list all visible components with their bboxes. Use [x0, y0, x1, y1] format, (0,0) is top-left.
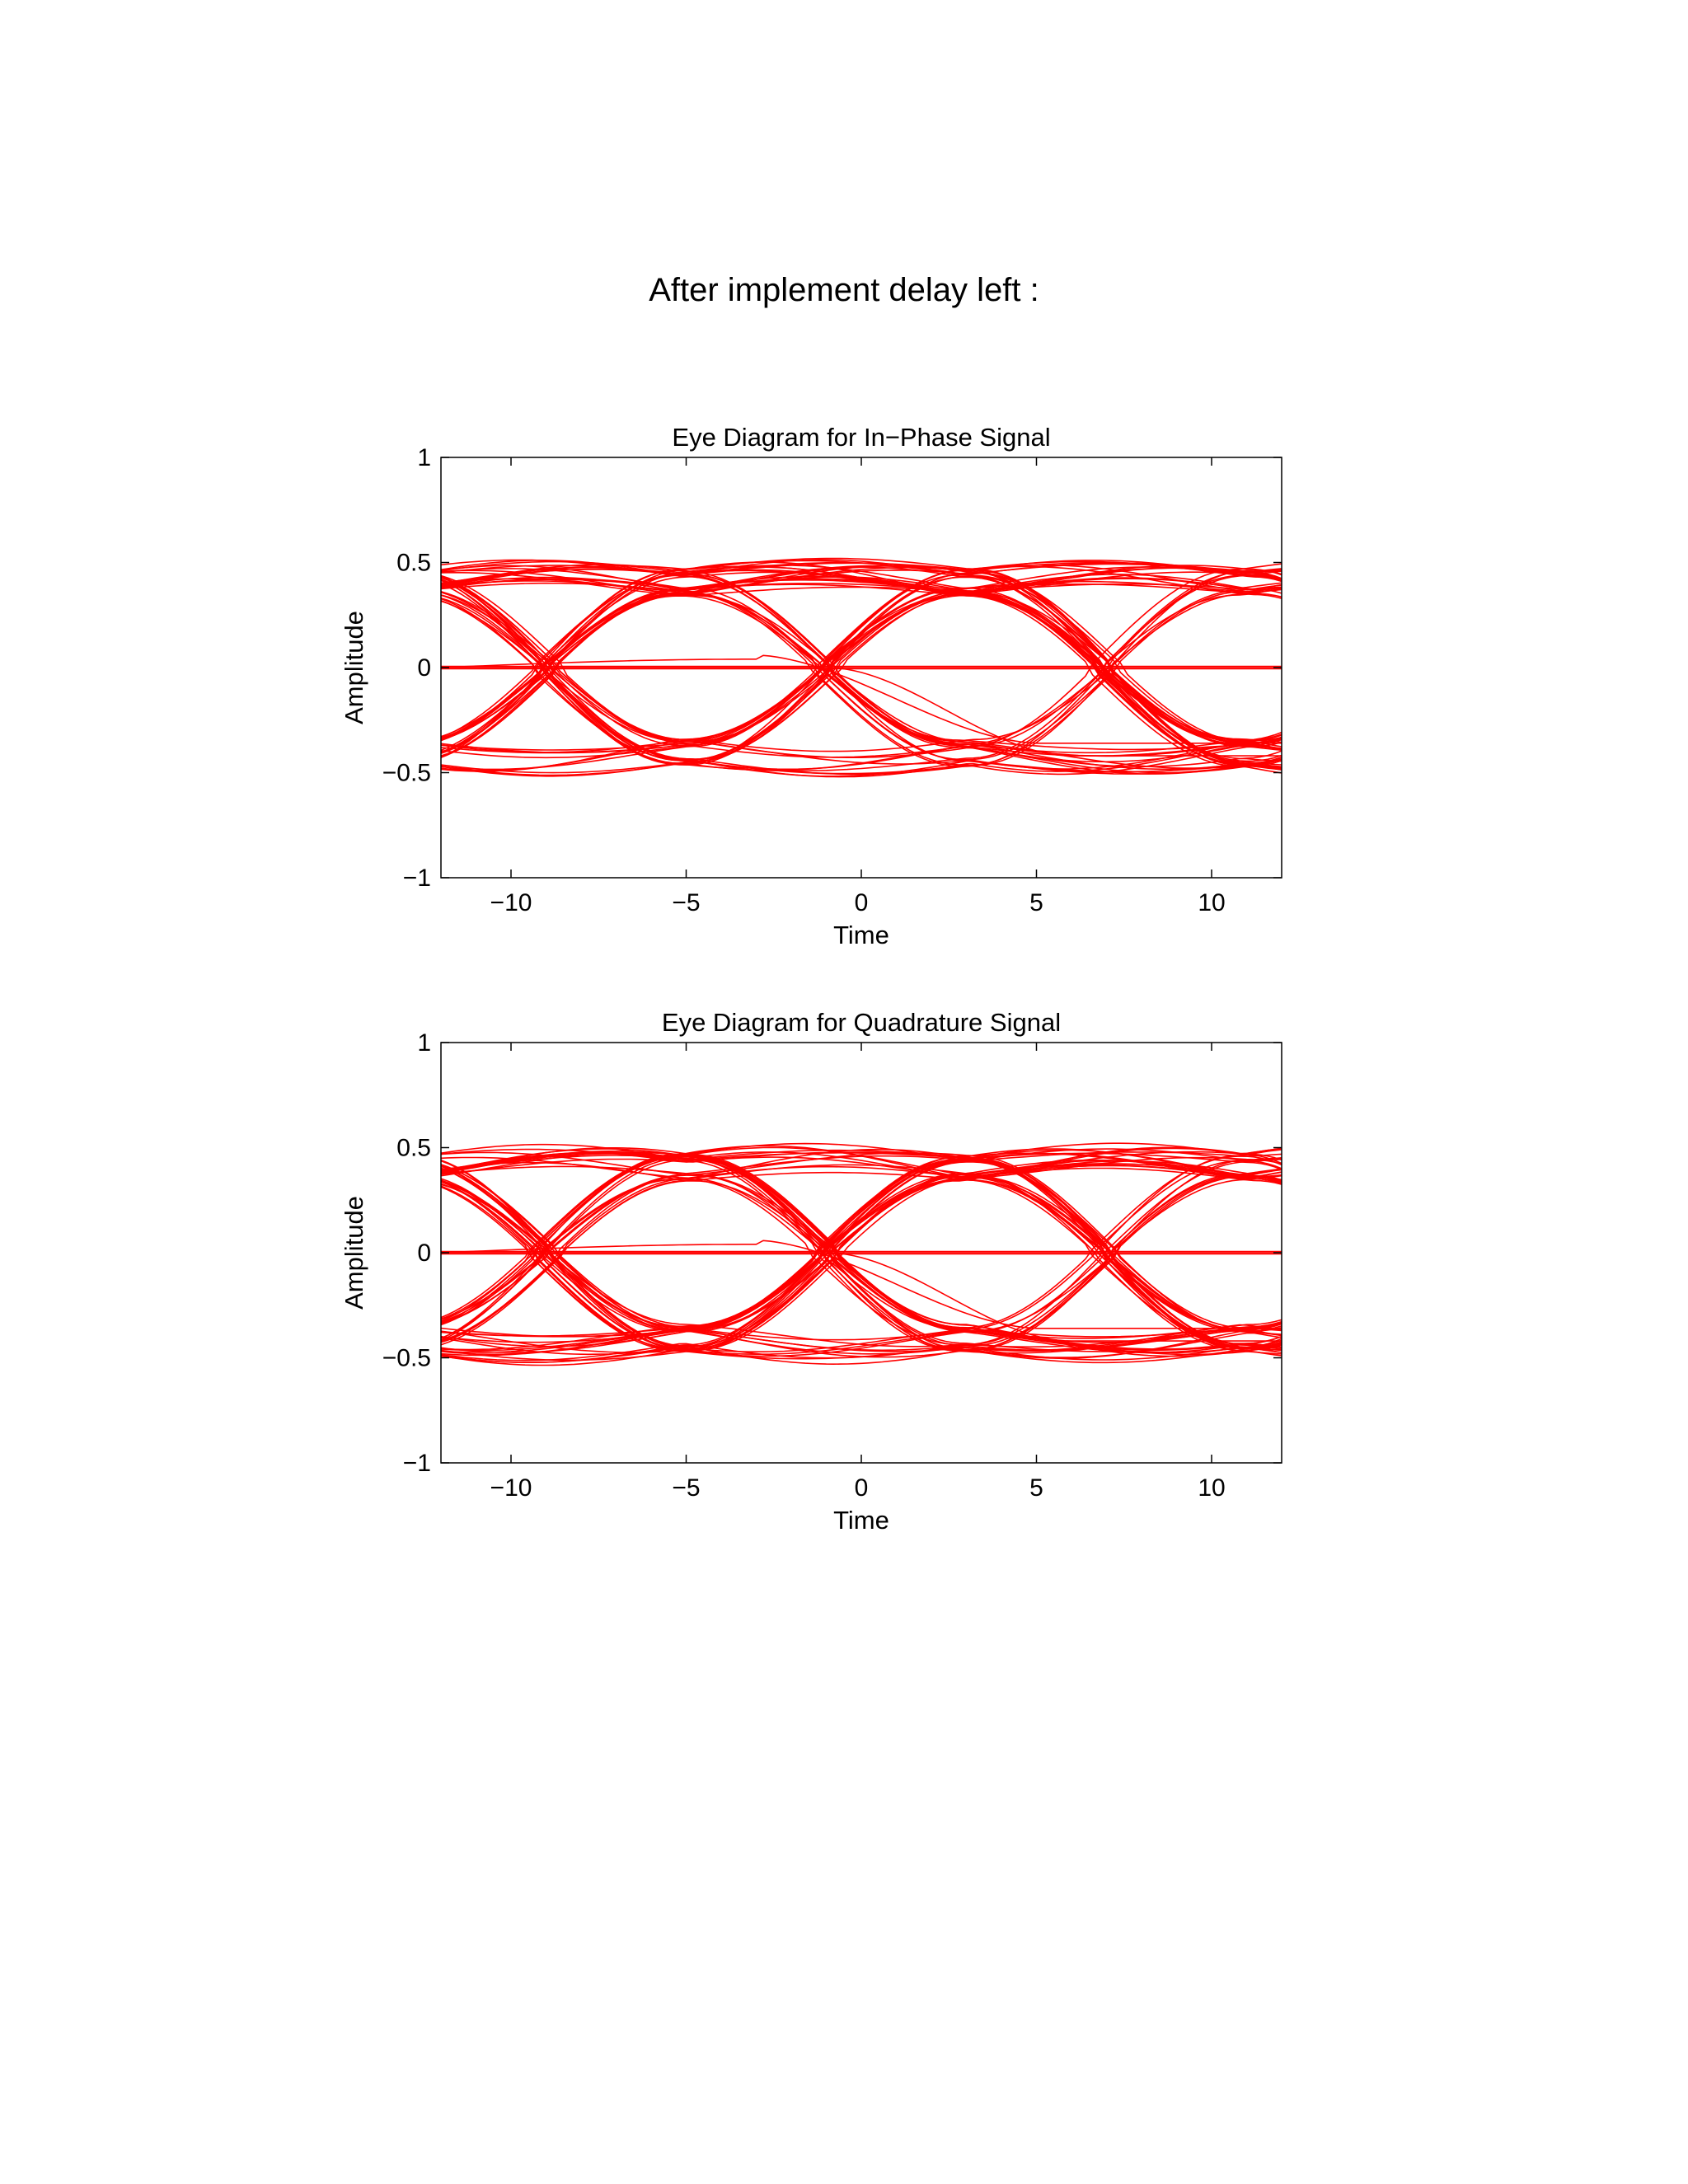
eye-trace — [441, 1322, 1282, 1352]
eye-trace — [441, 565, 1282, 754]
eye-trace — [441, 1175, 1282, 1352]
eye-trace — [441, 568, 1282, 761]
y-tick-label: −0.5 — [382, 760, 431, 787]
eye-trace — [441, 583, 1282, 750]
chart-title: Eye Diagram for Quadrature Signal — [662, 1008, 1061, 1037]
eye-diagram-in-phase: −10 −5 0 5 10 1 0.5 0 −0.5 −1 Eye Diagram for In−P… — [0, 416, 1688, 977]
y-tick-label: 0 — [417, 654, 431, 682]
x-tick-label: 5 — [1029, 889, 1043, 916]
x-tick-label: −5 — [672, 1474, 700, 1502]
eye-trace — [441, 740, 1282, 774]
eye-trace — [441, 1153, 1282, 1332]
eye-trace — [441, 1159, 1282, 1351]
chart-svg: −10 −5 0 5 10 1 0.5 0 −0.5 −1 Eye Diagram for In−P… — [340, 423, 1282, 949]
y-tick-label: −0.5 — [382, 1345, 431, 1372]
eye-trace — [441, 1146, 1282, 1332]
eye-trace — [441, 564, 1282, 757]
x-axis-label: Time — [833, 1506, 889, 1535]
eye-trace — [441, 1151, 1282, 1348]
eye-trace — [441, 1165, 1282, 1350]
eye-trace — [441, 1180, 1282, 1355]
eye-trace — [441, 1156, 1282, 1330]
x-tick-label: −5 — [672, 889, 700, 916]
eye-trace — [441, 567, 1282, 761]
transient-trace — [441, 1240, 1282, 1329]
eye-trace — [441, 594, 1282, 777]
eye-trace — [441, 1152, 1282, 1351]
y-tick-label: 0.5 — [396, 1135, 431, 1162]
x-tick-label: −10 — [490, 1474, 532, 1502]
eye-traces — [441, 557, 1282, 778]
x-tick-label: −10 — [490, 889, 532, 916]
eye-trace — [441, 1158, 1282, 1355]
eye-trace — [441, 1165, 1282, 1320]
chart-title: Eye Diagram for In−Phase Signal — [672, 423, 1050, 452]
y-tick-label: 1 — [417, 1029, 431, 1057]
eye-diagram-quadrature: −10 −5 0 5 10 1 0.5 0 −0.5 −1 Eye Diagram for Quad… — [0, 1001, 1688, 1562]
eye-trace — [441, 1160, 1282, 1353]
eye-trace — [441, 746, 1282, 776]
y-tick-label: 0 — [417, 1240, 431, 1267]
chart-svg: −10 −5 0 5 10 1 0.5 0 −0.5 −1 Eye Diagram for Quad… — [340, 1008, 1282, 1535]
eye-trace — [441, 595, 1282, 751]
y-axis-label: Amplitude — [340, 611, 368, 724]
eye-trace — [441, 593, 1282, 753]
page-heading: After implement delay left : — [649, 272, 1039, 308]
eye-trace — [441, 1163, 1282, 1342]
eye-trace — [441, 577, 1282, 778]
eye-trace — [441, 560, 1282, 597]
eye-trace — [441, 575, 1282, 775]
eye-trace — [441, 563, 1282, 741]
y-tick-label: −1 — [403, 1450, 431, 1477]
eye-trace — [441, 1151, 1282, 1350]
eye-trace — [441, 1157, 1282, 1354]
transient-trace — [441, 654, 1282, 744]
x-tick-label: 0 — [855, 1474, 869, 1502]
eye-trace — [441, 569, 1282, 776]
transient-trace — [441, 1252, 1282, 1342]
eye-trace — [441, 559, 1282, 771]
x-tick-label: 0 — [855, 889, 869, 916]
eye-trace — [441, 1148, 1282, 1337]
eye-trace — [441, 560, 1282, 596]
eye-trace — [441, 1155, 1282, 1352]
eye-trace — [441, 571, 1282, 772]
transient-trace — [441, 667, 1282, 757]
x-tick-label: 10 — [1198, 889, 1225, 916]
eye-trace — [441, 559, 1282, 746]
x-tick-label: 5 — [1029, 1474, 1043, 1502]
eye-trace — [441, 560, 1282, 742]
eye-trace — [441, 578, 1282, 768]
y-tick-label: 1 — [417, 444, 431, 471]
eye-trace — [441, 1152, 1282, 1352]
eye-trace — [441, 1183, 1282, 1348]
x-tick-label: 10 — [1198, 1474, 1225, 1502]
eye-trace — [441, 565, 1282, 764]
y-axis-label: Amplitude — [340, 1196, 368, 1310]
eye-trace — [441, 1179, 1282, 1341]
eye-trace — [441, 564, 1282, 771]
eye-trace — [441, 1176, 1282, 1343]
eye-trace — [441, 1158, 1282, 1343]
y-tick-label: 0.5 — [396, 550, 431, 577]
x-axis-label: Time — [833, 921, 889, 949]
eye-trace — [441, 1155, 1282, 1329]
y-tick-label: −1 — [403, 865, 431, 892]
eye-traces — [441, 1142, 1282, 1366]
